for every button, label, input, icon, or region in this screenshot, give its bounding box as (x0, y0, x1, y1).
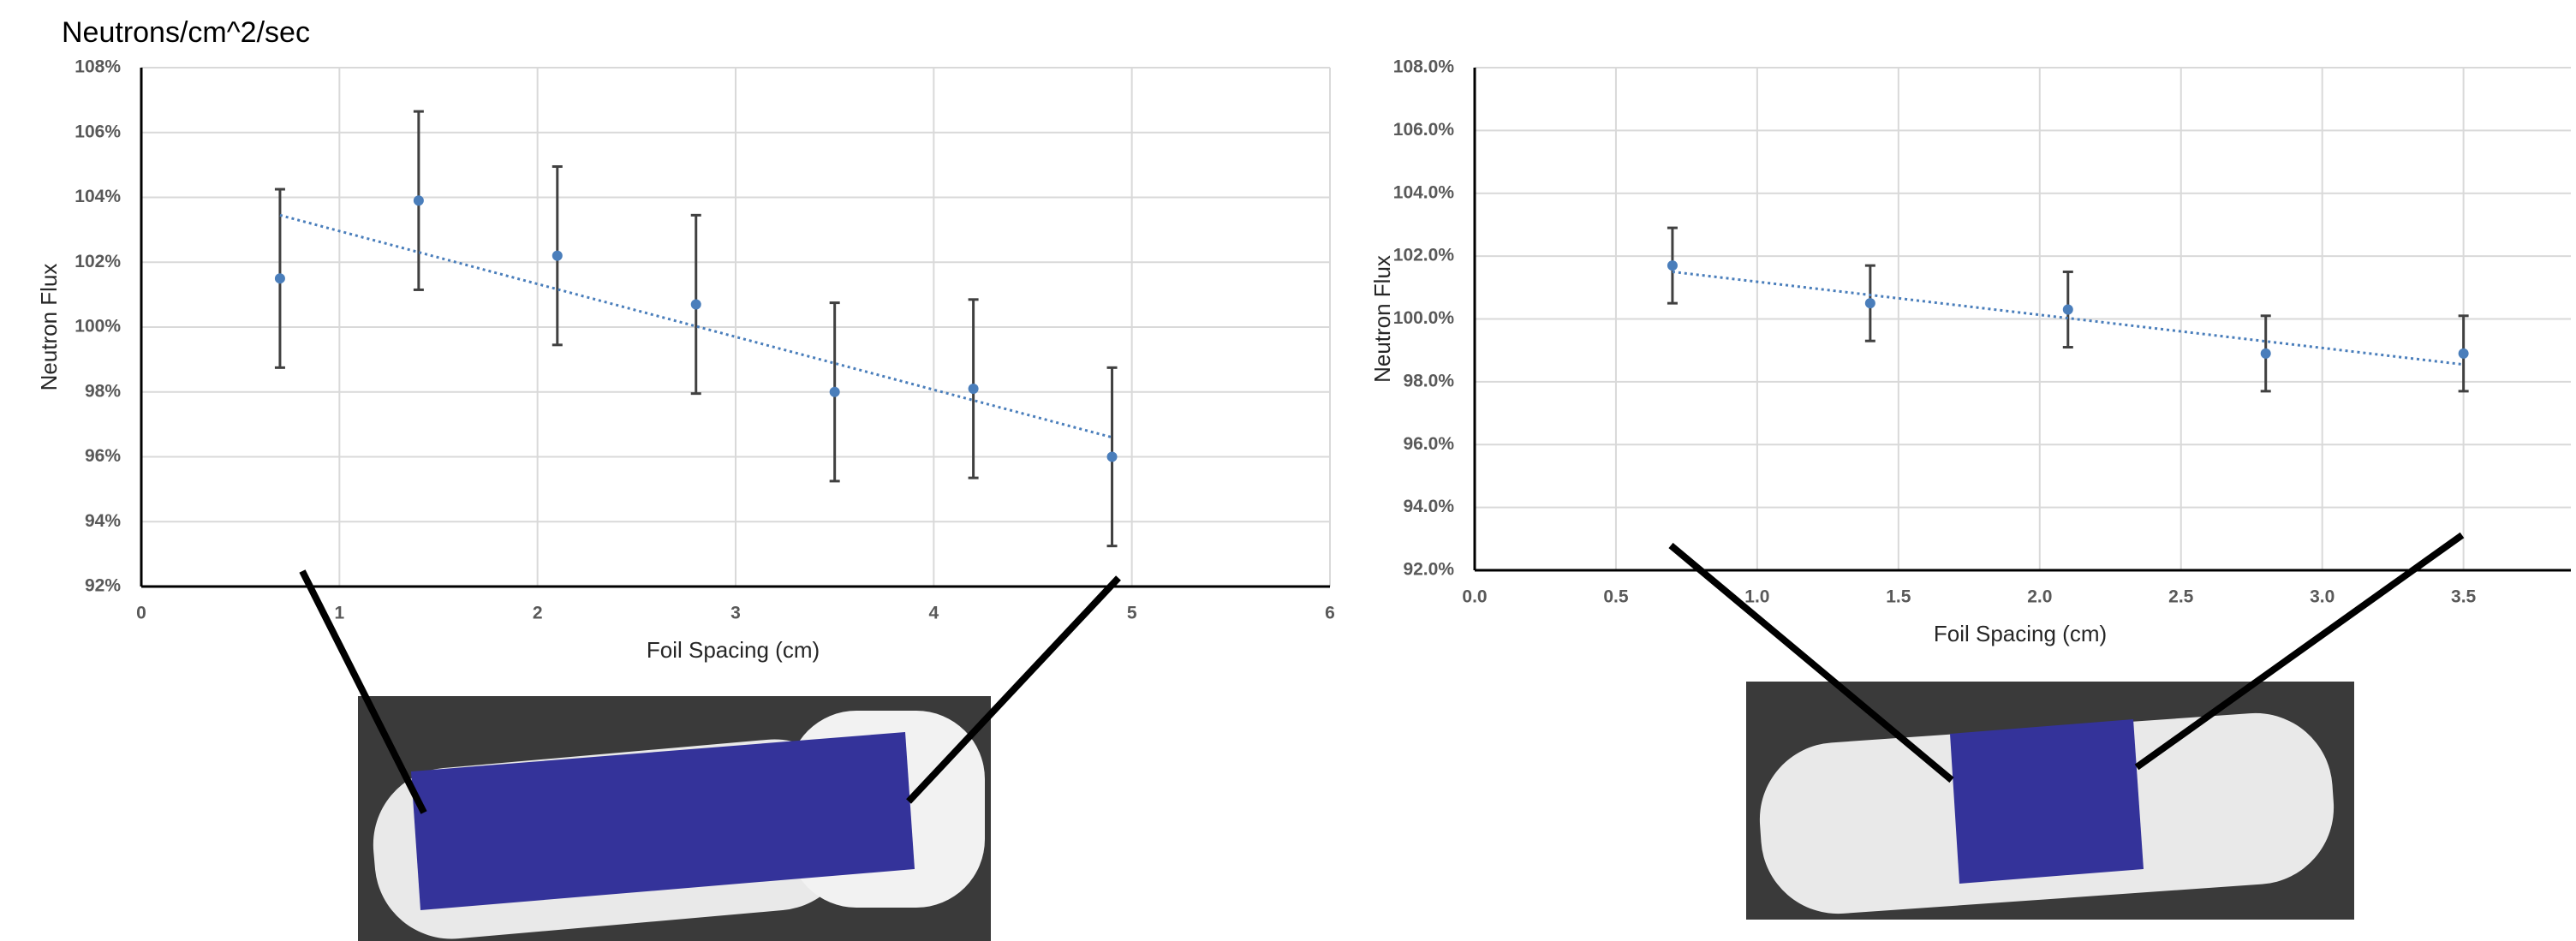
x-tick-label: 5 (1127, 604, 1137, 623)
y-tick-label: 100.0% (1393, 308, 1455, 328)
y-tick-label: 106.0% (1393, 120, 1455, 140)
y-tick-label: 96.0% (1403, 434, 1454, 454)
y-tick-label: 100% (75, 317, 121, 336)
x-tick-label: 2.5 (2168, 587, 2194, 607)
x-axis-title: Foil Spacing (cm) (647, 637, 820, 663)
y-tick-label: 98.0% (1403, 371, 1454, 390)
y-tick-label: 92% (85, 576, 121, 596)
y-tick-label: 94.0% (1403, 497, 1454, 516)
x-tick-label: 1.5 (1886, 587, 1911, 607)
y-tick-label: 102.0% (1393, 246, 1455, 265)
foil (1950, 719, 2144, 884)
x-tick-label: 0.0 (1462, 587, 1487, 607)
y-tick-label: 102% (75, 252, 121, 271)
x-tick-label: 3.5 (2451, 587, 2477, 607)
x-tick-label: 2.0 (2027, 587, 2052, 607)
x-tick-label: 6 (1325, 604, 1335, 623)
x-axis-title: Foil Spacing (cm) (1934, 621, 2107, 646)
point (414, 195, 424, 205)
x-tick-label: 2 (533, 604, 543, 623)
y-axis-title: Neutron Flux (1369, 255, 1395, 383)
x-tick-label: 0.5 (1603, 587, 1629, 607)
y-tick-label: 104% (75, 187, 121, 206)
y-tick-label: 96% (85, 446, 121, 466)
x-tick-label: 1.0 (1744, 587, 1769, 607)
point (552, 251, 563, 261)
point (2063, 304, 2073, 314)
point (275, 273, 285, 283)
y-tick-label: 98% (85, 381, 121, 401)
x-tick-label: 3 (730, 604, 741, 623)
chart-title: Neutrons/cm^2/sec (62, 16, 310, 49)
photo-left (358, 696, 991, 941)
y-tick-label: 106% (75, 122, 121, 141)
point (1865, 298, 1875, 308)
y-axis-title: Neutron Flux (36, 264, 62, 391)
point (2261, 348, 2271, 359)
x-tick-label: 1 (334, 604, 344, 623)
page: {"chart_data": [ {"type": "scatter", "ti… (0, 0, 2576, 941)
x-tick-label: 4 (928, 604, 939, 623)
screenshot: Neutrons/cm^2/sec 92%94%96%98%100%102%10… (0, 0, 2576, 941)
photo-right (1746, 682, 2354, 920)
grids (141, 68, 2571, 587)
y-tick-label: 108.0% (1393, 57, 1455, 77)
point (1667, 260, 1678, 271)
point (1107, 452, 1118, 462)
point (830, 387, 840, 397)
x-tick-label: 3.0 (2310, 587, 2334, 607)
y-tick-label: 92.0% (1403, 560, 1454, 580)
point (2459, 348, 2469, 359)
y-tick-label: 104.0% (1393, 182, 1455, 202)
x-tick-label: 0 (136, 604, 146, 623)
point (969, 384, 979, 394)
y-tick-label: 108% (75, 57, 121, 77)
callout-line (909, 578, 1118, 801)
y-tick-label: 94% (85, 511, 121, 531)
point (691, 299, 701, 309)
